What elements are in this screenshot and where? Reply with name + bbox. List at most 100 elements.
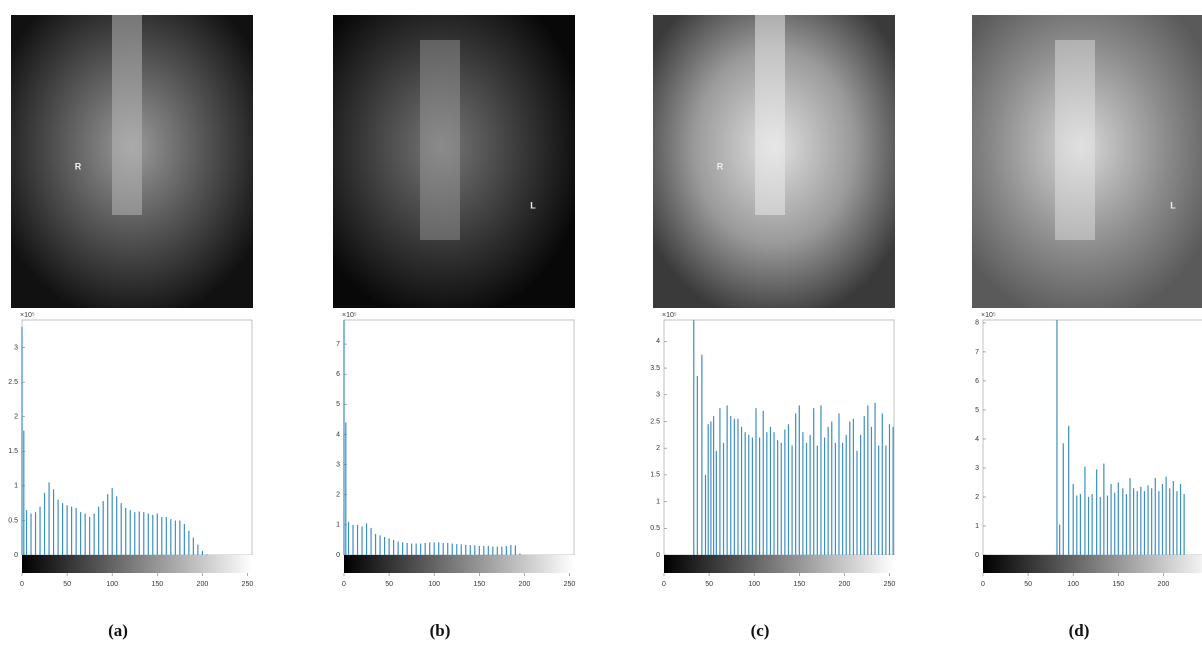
bar — [748, 434, 750, 555]
bar — [84, 513, 86, 555]
bar — [43, 492, 46, 555]
bar — [834, 442, 836, 555]
bar — [179, 520, 181, 555]
bar — [693, 320, 695, 555]
bar — [1110, 483, 1112, 555]
y-tick-label: 5 — [975, 407, 979, 414]
bar — [719, 408, 721, 555]
y-tick-label: 2 — [336, 492, 340, 499]
bar — [773, 432, 775, 555]
bar — [192, 537, 194, 555]
bar — [111, 487, 113, 555]
x-tick-label: 50 — [1024, 581, 1032, 588]
bar — [161, 516, 163, 555]
bar — [197, 544, 199, 555]
bar — [707, 424, 709, 555]
bar — [379, 535, 381, 555]
bar — [66, 505, 68, 555]
bar — [147, 513, 149, 555]
x-tick-label: 250 — [564, 581, 576, 588]
y-tick-label: 4 — [656, 338, 660, 345]
y-tick-label: 0.5 — [650, 525, 660, 532]
y-tick-label: 0 — [656, 552, 660, 559]
bar — [129, 510, 131, 555]
x-tick-label: 150 — [793, 581, 805, 588]
bar — [1084, 466, 1086, 555]
bar — [170, 519, 172, 555]
bar — [874, 402, 876, 555]
y-tick-label: 7 — [336, 341, 340, 348]
bar — [1154, 478, 1156, 555]
panel-label: (a) — [108, 621, 128, 640]
x-tick-label: 250 — [884, 581, 896, 588]
bar — [802, 432, 804, 555]
y-tick-label: 7 — [975, 349, 979, 356]
bar — [107, 494, 109, 555]
bar — [704, 474, 707, 555]
bar — [845, 434, 847, 555]
image-marker: R — [717, 161, 724, 171]
bar — [201, 550, 203, 555]
y-tick-label: 1 — [336, 522, 340, 529]
y-tick-label: 6 — [975, 378, 979, 385]
bar — [374, 533, 377, 555]
bar — [188, 530, 190, 555]
bar — [860, 434, 862, 555]
bar — [21, 326, 23, 555]
x-tick-label: 100 — [106, 581, 118, 588]
x-tick-label: 0 — [20, 581, 24, 588]
bar — [1151, 488, 1153, 555]
bar — [816, 445, 818, 555]
bar — [496, 546, 498, 555]
y-tick-label: 3 — [975, 465, 979, 472]
bar — [769, 426, 772, 555]
bar — [1136, 491, 1138, 555]
panel-label: (b) — [430, 621, 451, 640]
y-tick-label: 0 — [336, 552, 340, 559]
bar — [798, 405, 800, 555]
bar — [740, 426, 743, 555]
bar — [48, 482, 50, 555]
bar — [1079, 494, 1082, 555]
bar — [759, 437, 761, 555]
bar — [831, 421, 833, 555]
image-c — [653, 15, 895, 308]
y-tick-label: 2 — [14, 414, 18, 421]
bar — [343, 320, 345, 555]
bar — [474, 545, 476, 555]
bar — [411, 543, 413, 555]
plot-area — [21, 319, 253, 556]
bar — [1129, 478, 1131, 555]
bar — [1059, 524, 1061, 555]
bar — [870, 426, 873, 555]
bar — [1183, 494, 1185, 555]
bar — [116, 496, 118, 555]
bar — [730, 416, 732, 555]
bar — [1161, 483, 1164, 555]
x-tick-label: 100 — [1067, 581, 1079, 588]
bar — [1099, 496, 1101, 555]
bar — [888, 424, 891, 555]
bar — [456, 544, 458, 555]
bar — [1091, 494, 1093, 555]
x-tick-label: 50 — [63, 581, 71, 588]
y-tick-label: 1 — [656, 498, 660, 505]
bar — [510, 545, 512, 555]
bar — [1076, 495, 1078, 555]
y-tick-label: 2 — [975, 494, 979, 501]
bar — [356, 524, 359, 555]
y-tick-label: 1.5 — [8, 448, 18, 455]
bar — [57, 499, 59, 555]
plot-area — [343, 319, 575, 556]
bar — [1158, 491, 1160, 555]
bar — [183, 523, 185, 555]
y-tick-label: 1 — [975, 523, 979, 530]
y-tick-label: 2.5 — [650, 418, 660, 425]
bar — [34, 512, 37, 555]
bar — [424, 542, 426, 555]
bar — [415, 543, 417, 555]
bar — [120, 503, 122, 555]
bar — [52, 489, 55, 555]
bar — [827, 426, 829, 555]
image-marker: L — [1170, 200, 1176, 210]
